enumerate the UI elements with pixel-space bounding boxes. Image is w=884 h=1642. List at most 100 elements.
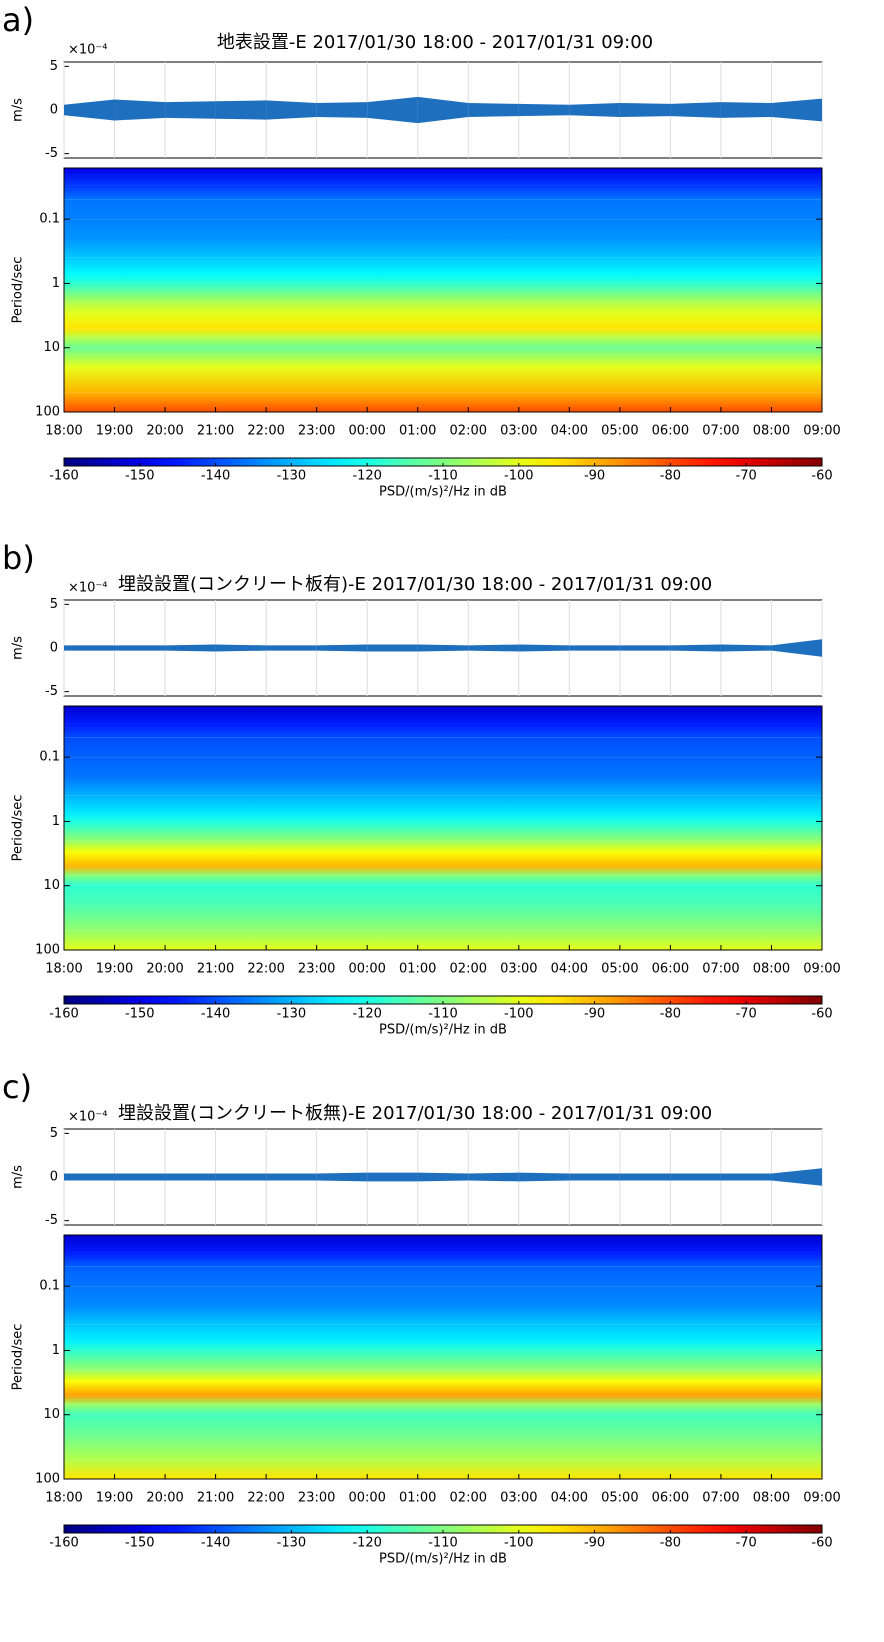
x-tick-label: 02:00: [450, 424, 487, 439]
wave-envelope: [114, 99, 166, 121]
wave-envelope: [619, 1173, 671, 1181]
wave-y-tick-label: 0: [50, 103, 58, 118]
wave-envelope: [417, 1172, 469, 1182]
x-tick-label: 22:00: [247, 962, 284, 977]
x-tick-label: 05:00: [601, 424, 638, 439]
x-tick-label: 07:00: [702, 424, 739, 439]
colorbar-tick-label: -140: [201, 469, 231, 484]
wave-y-label: m/s: [11, 1165, 26, 1189]
x-tick-label: 07:00: [702, 1491, 739, 1506]
colorbar-tick-label: -160: [49, 1536, 79, 1551]
wave-envelope: [468, 1172, 519, 1182]
wave-envelope: [670, 1173, 721, 1181]
colorbar-tick-label: -70: [736, 1536, 757, 1551]
wave-envelope: [316, 1172, 368, 1182]
wave-envelope: [215, 1173, 267, 1181]
psd-band: [64, 283, 822, 303]
x-tick-label: 23:00: [298, 1491, 335, 1506]
x-tick-label: 18:00: [45, 424, 82, 439]
psd-band: [64, 1414, 822, 1435]
y-tick-label: 100: [35, 1472, 60, 1487]
colorbar-tick-label: -150: [125, 1536, 155, 1551]
colorbar-tick-label: -160: [49, 1007, 79, 1022]
colorbar-tick-label: -80: [660, 1536, 681, 1551]
colorbar-tick-label: -70: [736, 469, 757, 484]
wave-envelope: [569, 645, 620, 651]
psd-band: [64, 821, 822, 841]
x-tick-label: 22:00: [247, 424, 284, 439]
x-tick-label: 09:00: [803, 1491, 840, 1506]
exponent-label: ×10⁻⁴: [68, 1110, 108, 1125]
psd-band: [64, 392, 822, 412]
colorbar-tick-label: -90: [584, 469, 605, 484]
y-tick-label: 1: [52, 814, 60, 829]
psd-band: [64, 199, 822, 220]
psd-band: [64, 1381, 822, 1396]
x-tick-label: 19:00: [96, 424, 133, 439]
psd-band: [64, 840, 822, 853]
psd-band: [64, 723, 822, 738]
x-tick-label: 21:00: [197, 424, 234, 439]
colorbar-tick-label: -80: [660, 1007, 681, 1022]
panel-label: a): [2, 1, 34, 39]
psd-band: [64, 757, 822, 777]
colorbar-tick-label: -120: [352, 469, 382, 484]
psd-band: [64, 273, 822, 284]
wave-envelope: [417, 644, 469, 652]
wave-envelope: [569, 1173, 620, 1181]
psd-band: [64, 1252, 822, 1267]
wave-envelope: [215, 100, 267, 120]
x-tick-label: 05:00: [601, 1491, 638, 1506]
psd-band: [64, 930, 822, 950]
wave-envelope: [367, 1172, 418, 1182]
psd-band: [64, 866, 822, 876]
wave-envelope: [316, 644, 368, 652]
x-tick-label: 02:00: [450, 962, 487, 977]
x-tick-label: 05:00: [601, 962, 638, 977]
psd-band: [64, 1340, 822, 1351]
spec-axes: [63, 705, 823, 951]
x-tick-label: 19:00: [96, 962, 133, 977]
wave-envelope: [720, 102, 772, 118]
y-tick-label: 10: [43, 340, 60, 355]
wave-envelope: [670, 102, 721, 118]
x-tick-label: 20:00: [146, 1491, 183, 1506]
x-tick-label: 09:00: [803, 962, 840, 977]
x-tick-label: 00:00: [348, 424, 385, 439]
colorbar-tick-label: -140: [201, 1007, 231, 1022]
wave-envelope: [468, 103, 519, 117]
colorbar-tick-label: -110: [428, 1007, 458, 1022]
y-label: Period/sec: [11, 795, 26, 862]
psd-band: [64, 1350, 822, 1370]
wave-y-label: m/s: [11, 98, 26, 122]
psd-band: [64, 1404, 822, 1415]
colorbar-tick-label: -90: [584, 1536, 605, 1551]
psd-band: [64, 367, 822, 393]
colorbar-tick-label: -100: [504, 469, 534, 484]
colorbar-tick-label: -130: [277, 1007, 307, 1022]
colorbar-tick-label: -60: [811, 469, 832, 484]
colorbar-tick-label: -150: [125, 1007, 155, 1022]
colorbar-tick-label: -120: [352, 1536, 382, 1551]
wave-envelope: [367, 644, 418, 652]
x-tick-label: 19:00: [96, 1491, 133, 1506]
x-tick-label: 01:00: [399, 962, 436, 977]
wave-y-tick-label: -5: [45, 146, 58, 161]
chart-title: 埋設設置(コンクリート板有)-E 2017/01/30 18:00 - 2017…: [118, 574, 712, 595]
colorbar-label: PSD/(m/s)²/Hz in dB: [379, 485, 507, 500]
panel-label: b): [2, 539, 35, 577]
wave-envelope: [619, 645, 671, 651]
psd-band: [64, 314, 822, 329]
psd-band: [64, 1324, 822, 1341]
chart-title: 地表設置-E 2017/01/30 18:00 - 2017/01/31 09:…: [217, 32, 653, 53]
wave-y-label: m/s: [11, 636, 26, 660]
psd-band: [64, 875, 822, 886]
psd-band: [64, 905, 822, 931]
x-tick-label: 20:00: [146, 424, 183, 439]
x-tick-label: 06:00: [652, 1491, 689, 1506]
psd-band: [64, 238, 822, 258]
colorbar-tick-label: -60: [811, 1007, 832, 1022]
x-tick-label: 21:00: [197, 1491, 234, 1506]
colorbar-tick-label: -130: [277, 1536, 307, 1551]
